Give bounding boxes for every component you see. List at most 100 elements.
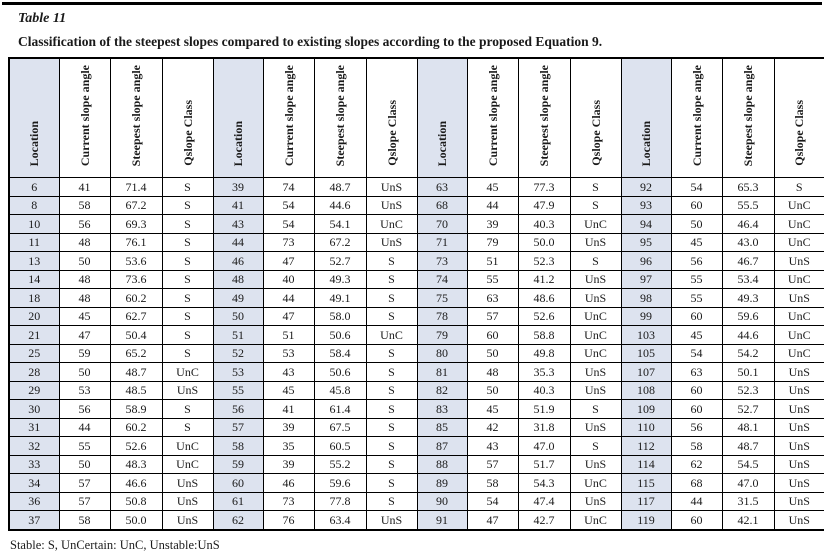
location-cell: 70 [416, 214, 468, 234]
steepest-slope-angle-cell: 67.5 [313, 417, 367, 437]
steepest-slope-angle-cell: 48.7 [109, 362, 163, 382]
header-qslope-class: Qslope Class [569, 57, 622, 178]
qslope-class-cell: UnC [161, 454, 214, 474]
header-location: Location [212, 57, 264, 178]
location-cell: 50 [212, 306, 264, 326]
current-slope-angle-cell: 58 [670, 436, 723, 456]
current-slope-angle-cell: 53 [262, 343, 315, 363]
current-slope-angle-cell: 48 [466, 362, 519, 382]
qslope-class-cell: S [773, 177, 824, 197]
qslope-class-cell: UnS [773, 454, 824, 474]
location-cell: 59 [212, 454, 264, 474]
steepest-slope-angle-cell: 60.2 [109, 288, 163, 308]
location-cell: 11 [8, 232, 60, 252]
header-steepest-slope-angle: Steepest slope angle [517, 57, 571, 178]
steepest-slope-angle-cell: 58.9 [109, 399, 163, 419]
current-slope-angle-cell: 58 [58, 195, 111, 215]
qslope-class-cell: UnC [161, 436, 214, 456]
steepest-slope-angle-cell: 67.2 [109, 195, 163, 215]
current-slope-angle-cell: 45 [670, 232, 723, 252]
location-cell: 117 [620, 491, 672, 511]
qslope-class-cell: UnS [161, 510, 214, 530]
header-qslope-class-label: Qslope Class [180, 100, 195, 166]
location-cell: 85 [416, 417, 468, 437]
qslope-class-cell: S [365, 343, 418, 363]
table-row: 14 48 73.6 S 48 40 49.3 S 74 55 41.2 UnS 97 55 53.4 UnC [8, 269, 824, 289]
current-slope-angle-cell: 58 [58, 510, 111, 530]
header-location: Location [8, 57, 60, 178]
location-cell: 52 [212, 343, 264, 363]
current-slope-angle-cell: 47 [262, 251, 315, 271]
steepest-slope-angle-cell: 65.3 [721, 177, 775, 197]
qslope-class-cell: S [569, 251, 622, 271]
steepest-slope-angle-cell: 45.8 [313, 380, 367, 400]
steepest-slope-angle-cell: 47.0 [517, 436, 571, 456]
location-cell: 34 [8, 473, 60, 493]
qslope-class-cell: S [161, 417, 214, 437]
steepest-slope-angle-cell: 77.3 [517, 177, 571, 197]
location-cell: 119 [620, 510, 672, 530]
location-cell: 96 [620, 251, 672, 271]
location-cell: 60 [212, 473, 264, 493]
header-current-slope-angle: Current slope angle [466, 57, 519, 178]
qslope-class-cell: UnS [773, 510, 824, 530]
table-row: 29 53 48.5 UnS 55 45 45.8 S 82 50 40.3 UnS 108 60 52.3… [8, 380, 824, 400]
steepest-slope-angle-cell: 40.3 [517, 380, 571, 400]
steepest-slope-angle-cell: 35.3 [517, 362, 571, 382]
qslope-class-cell: UnS [569, 269, 622, 289]
qslope-class-cell: S [569, 195, 622, 215]
current-slope-angle-cell: 63 [466, 288, 519, 308]
header-steepest-slope-angle-label: Steepest slope angle [537, 64, 551, 166]
current-slope-angle-cell: 56 [58, 214, 111, 234]
location-cell: 74 [416, 269, 468, 289]
current-slope-angle-cell: 54 [670, 177, 723, 197]
steepest-slope-angle-cell: 54.5 [721, 454, 775, 474]
qslope-class-cell: UnS [365, 195, 418, 215]
steepest-slope-angle-cell: 47.9 [517, 195, 571, 215]
qslope-class-cell: UnS [161, 491, 214, 511]
location-cell: 53 [212, 362, 264, 382]
qslope-class-cell: S [365, 380, 418, 400]
table-row: 31 44 60.2 S 57 39 67.5 S 85 42 31.8 UnS 110 56 48.1 Un… [8, 417, 824, 437]
location-cell: 108 [620, 380, 672, 400]
qslope-class-cell: S [365, 399, 418, 419]
location-cell: 112 [620, 436, 672, 456]
location-cell: 13 [8, 251, 60, 271]
steepest-slope-angle-cell: 42.7 [517, 510, 571, 530]
steepest-slope-angle-cell: 44.6 [313, 195, 367, 215]
current-slope-angle-cell: 59 [58, 343, 111, 363]
qslope-class-cell: UnS [773, 473, 824, 493]
current-slope-angle-cell: 39 [466, 214, 519, 234]
slope-classification-table: Location Current slope angle Steepest slop… [8, 57, 824, 531]
steepest-slope-angle-cell: 48.7 [313, 177, 367, 197]
current-slope-angle-cell: 63 [670, 362, 723, 382]
current-slope-angle-cell: 55 [58, 436, 111, 456]
qslope-class-cell: S [365, 417, 418, 437]
location-cell: 98 [620, 288, 672, 308]
current-slope-angle-cell: 56 [58, 399, 111, 419]
current-slope-angle-cell: 60 [670, 380, 723, 400]
steepest-slope-angle-cell: 44.6 [721, 325, 775, 345]
table-description: Classification of the steepest slopes co… [18, 34, 603, 49]
header-current-slope-angle-label: Current slope angle [77, 64, 92, 166]
current-slope-angle-cell: 50 [670, 214, 723, 234]
steepest-slope-angle-cell: 50.0 [517, 232, 571, 252]
current-slope-angle-cell: 45 [670, 325, 723, 345]
qslope-class-cell: S [365, 288, 418, 308]
location-cell: 57 [212, 417, 264, 437]
header-steepest-slope-angle-label: Steepest slope angle [741, 64, 755, 166]
location-cell: 55 [212, 380, 264, 400]
current-slope-angle-cell: 57 [466, 306, 519, 326]
header-current-slope-angle: Current slope angle [58, 57, 111, 178]
header-qslope-class-label: Qslope Class [384, 100, 399, 166]
current-slope-angle-cell: 45 [466, 399, 519, 419]
qslope-class-cell: UnS [365, 177, 418, 197]
location-cell: 46 [212, 251, 264, 271]
location-cell: 6 [8, 177, 60, 197]
qslope-class-cell: S [161, 343, 214, 363]
location-cell: 73 [416, 251, 468, 271]
location-cell: 71 [416, 232, 468, 252]
location-cell: 97 [620, 269, 672, 289]
steepest-slope-angle-cell: 55.2 [313, 454, 367, 474]
